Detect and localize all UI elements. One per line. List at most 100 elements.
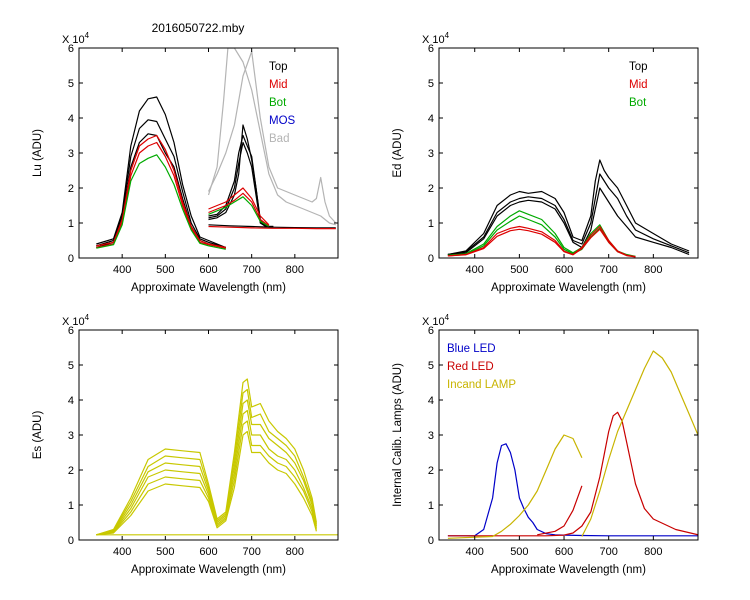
y-tick-label: 4 — [68, 113, 74, 125]
chart-lamps: 0 1 2 3 4 5 6 400 500 600 700 800 X 104 Approximate W… — [392, 313, 699, 576]
chart-es: 0 1 2 3 4 5 6 400 500 600 700 800 X 104 Approximate W… — [32, 313, 339, 576]
y-tick-label: 5 — [428, 78, 434, 90]
series-line-es — [96, 388, 317, 536]
series-line-incand-lamp — [447, 434, 583, 539]
x-tick-label: 700 — [600, 264, 618, 276]
legend-entry-top: Top — [269, 61, 288, 73]
y-tick-label: 5 — [428, 360, 434, 372]
y-tick-label: 2 — [428, 183, 434, 195]
x-tick-label: 400 — [113, 546, 131, 558]
series-line-top — [96, 119, 226, 249]
series-line-mid — [447, 228, 636, 258]
series-line-top — [208, 224, 336, 229]
x-tick-label: 500 — [156, 546, 174, 558]
x-axis-label: Approximate Wavelength (nm) — [131, 564, 286, 576]
series-line-mid — [447, 225, 636, 258]
series-line-es — [96, 420, 317, 536]
series-line-es — [96, 430, 317, 536]
y-axis-label: Lu (ADU) — [32, 129, 44, 177]
y-tick-label: 3 — [68, 430, 74, 442]
y-tick-label: 0 — [68, 253, 74, 265]
legend-entry-mid: Mid — [629, 79, 648, 91]
series-line-bad — [207, 48, 336, 226]
y-tick-label: 4 — [428, 113, 434, 125]
legend-entry-mid: Mid — [269, 79, 288, 91]
series-line-red-led — [537, 485, 583, 536]
y-tick-label: 1 — [428, 218, 434, 230]
x-tick-label: 800 — [644, 264, 662, 276]
y-tick-label: 1 — [68, 500, 74, 512]
y-tick-label: 6 — [68, 43, 74, 55]
series-line-red-led — [447, 411, 698, 537]
y-exponent-label: X 104 — [422, 31, 450, 46]
x-tick-label: 700 — [242, 264, 260, 276]
series-line-es — [96, 409, 317, 536]
y-tick-label: 6 — [428, 325, 434, 337]
x-tick-label: 800 — [286, 546, 304, 558]
series-line-top — [447, 187, 690, 256]
series-line-top — [447, 173, 690, 256]
y-tick-label: 1 — [428, 500, 434, 512]
y-tick-label: 2 — [68, 183, 74, 195]
x-axis-label: Approximate Wavelength (nm) — [491, 282, 646, 294]
chart-lu: 0 1 2 3 4 5 6 400 500 600 700 800 X 104 Approximate W… — [32, 31, 339, 294]
plot-frame — [78, 329, 339, 541]
legend-entry-red-led: Red LED — [447, 361, 494, 373]
series-line-bot — [208, 196, 270, 228]
x-tick-label: 600 — [555, 264, 573, 276]
series-line-blue-led — [447, 443, 698, 537]
x-tick-label: 700 — [242, 546, 260, 558]
series-group — [96, 48, 337, 250]
series-line-top — [96, 96, 227, 249]
legend-entry-blue-led: Blue LED — [447, 343, 496, 355]
y-tick-label: 5 — [68, 78, 74, 90]
x-tick-label: 800 — [644, 546, 662, 558]
series-line-es — [96, 378, 317, 536]
y-tick-label: 3 — [428, 148, 434, 160]
legend-entry-bot: Bot — [629, 97, 647, 109]
y-exponent-label: X 104 — [62, 31, 90, 46]
x-tick-label: 600 — [555, 546, 573, 558]
y-tick-label: 2 — [68, 465, 74, 477]
y-tick-label: 0 — [68, 535, 74, 547]
x-tick-label: 400 — [466, 546, 484, 558]
y-axis-label: Es (ADU) — [32, 411, 44, 460]
series-line-mid — [96, 134, 226, 249]
series-line-incand-lamp — [581, 350, 698, 537]
x-axis-label: Approximate Wavelength (nm) — [131, 282, 286, 294]
y-tick-label: 0 — [428, 535, 434, 547]
y-tick-label: 2 — [428, 465, 434, 477]
series-line-top — [208, 124, 274, 228]
x-tick-label: 500 — [510, 264, 528, 276]
chart-ed: 0 1 2 3 4 5 6 400 500 600 700 800 X 104 Approximate W… — [392, 31, 699, 294]
series-group — [447, 350, 698, 539]
x-tick-label: 600 — [199, 264, 217, 276]
y-axis-label: Internal Calib. Lamps (ADU) — [392, 363, 404, 507]
x-tick-label: 700 — [600, 546, 618, 558]
x-tick-label: 500 — [156, 264, 174, 276]
y-exponent-label: X 104 — [422, 313, 450, 328]
x-tick-label: 500 — [510, 546, 528, 558]
series-line-mid — [208, 187, 270, 226]
y-tick-label: 6 — [428, 43, 434, 55]
y-tick-label: 5 — [68, 360, 74, 372]
x-tick-label: 800 — [286, 264, 304, 276]
legend-entry-incand-lamp: Incand LAMP — [447, 379, 516, 391]
legend-entry-bot: Bot — [269, 97, 287, 109]
y-tick-label: 3 — [428, 430, 434, 442]
series-line-bot — [96, 154, 226, 250]
y-exponent-label: X 104 — [62, 313, 90, 328]
series-group — [96, 378, 338, 536]
legend-entry-mos: MOS — [269, 115, 296, 127]
series-line-bad — [207, 50, 337, 224]
y-tick-label: 0 — [428, 253, 434, 265]
y-tick-label: 1 — [68, 218, 74, 230]
y-tick-label: 4 — [68, 395, 74, 407]
x-tick-label: 400 — [466, 264, 484, 276]
series-line-mid — [208, 192, 270, 227]
plot-frame — [438, 47, 699, 259]
x-tick-label: 400 — [113, 264, 131, 276]
y-tick-label: 4 — [428, 395, 434, 407]
series-line-mid — [208, 225, 336, 230]
